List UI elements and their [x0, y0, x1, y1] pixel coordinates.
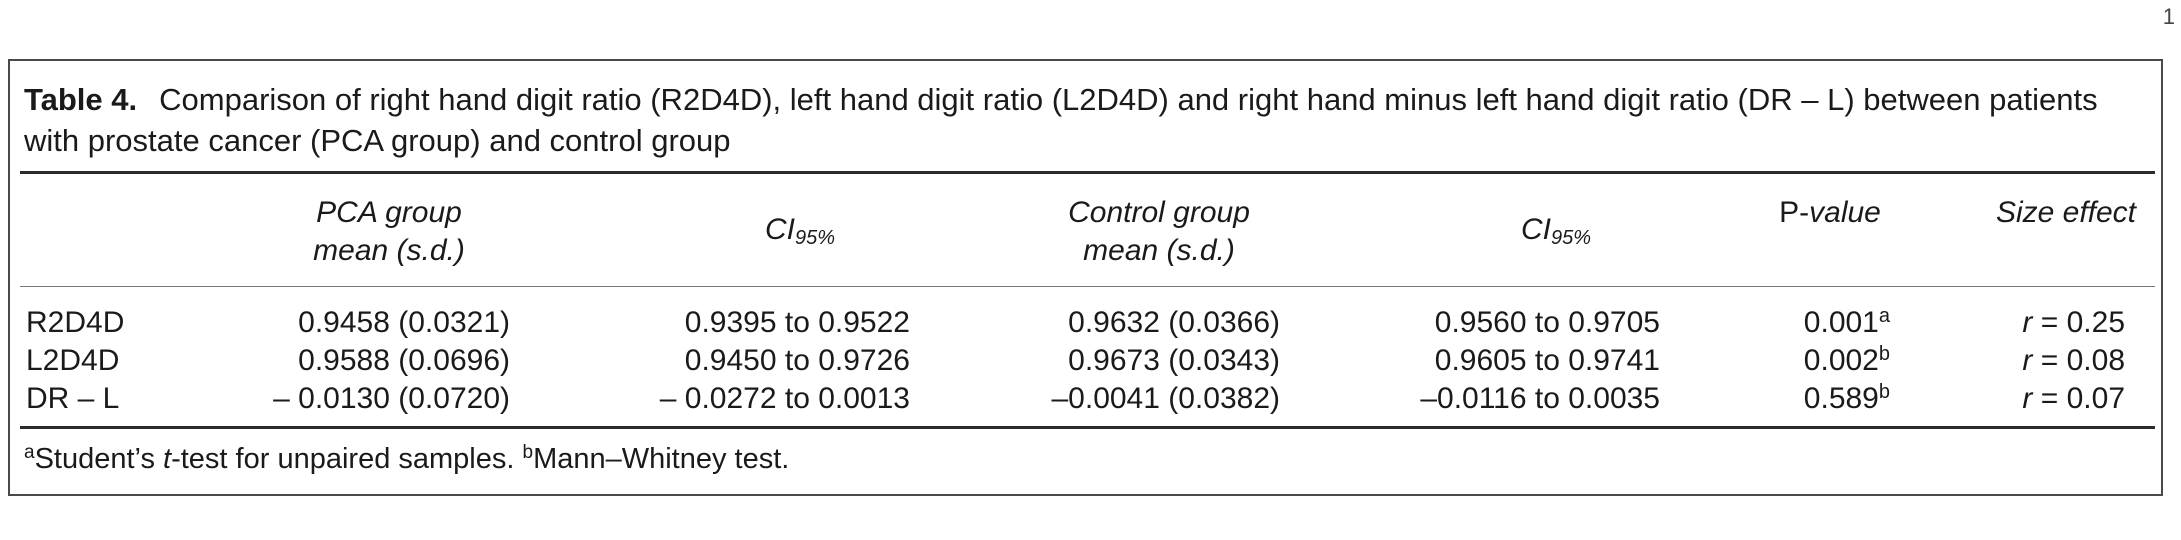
- p-value-mark: a: [1878, 305, 1890, 327]
- header-pca-group: PCA group mean (s.d.): [219, 194, 559, 270]
- cell-control-ci: 0.9605 to 0.9741: [1434, 344, 1660, 377]
- header-ci-sub: 95%: [794, 227, 836, 249]
- header-ci-sub-2: 95%: [1550, 227, 1592, 249]
- cell-p-value: 0.589b: [1730, 380, 1890, 418]
- size-effect-value: = 0.07: [2032, 382, 2125, 415]
- cell-pca-ci: 0.9395 to 0.9522: [684, 306, 910, 339]
- cell-pca-ci: 0.9450 to 0.9726: [684, 344, 910, 377]
- p-value-number: 0.589: [1803, 382, 1879, 415]
- header-p-value: P-value: [1730, 194, 1930, 232]
- header-control-group: Control group mean (s.d.): [989, 194, 1329, 270]
- p-value-number: 0.002: [1803, 344, 1879, 377]
- table-frame: Table 4. Comparison of right hand digit r…: [8, 59, 2163, 496]
- footnote-mark-a: a: [24, 442, 35, 463]
- cell-size-effect: r = 0.08: [1970, 342, 2125, 380]
- size-effect-symbol: r: [2022, 344, 2033, 377]
- header-size-effect: Size effect: [1995, 196, 2137, 229]
- header-pca-ci: CI95%: [650, 211, 950, 257]
- row-label: L2D4D: [26, 344, 120, 377]
- table-top-rule: [20, 171, 2155, 174]
- footnote-mark-b: b: [522, 442, 534, 463]
- cell-control-mean: –0.0041 (0.0382): [1051, 382, 1280, 415]
- table-caption: Table 4. Comparison of right hand digit r…: [24, 79, 2144, 161]
- cell-p-value: 0.002b: [1730, 342, 1890, 380]
- table-title: Comparison of right hand digit ratio (R2…: [24, 82, 2098, 158]
- p-value-mark: b: [1878, 381, 1890, 403]
- header-ci-base-2: CI: [1520, 213, 1551, 246]
- p-value-number: 0.001: [1803, 306, 1879, 339]
- cell-p-value: 0.001a: [1730, 304, 1890, 342]
- cell-control-mean: 0.9632 (0.0366): [1068, 306, 1280, 339]
- header-pca-line2: mean (s.d.): [313, 234, 465, 267]
- cell-pca-mean: 0.9458 (0.0321): [298, 306, 510, 339]
- size-effect-value: = 0.25: [2032, 306, 2125, 339]
- cell-size-effect: r = 0.25: [1970, 304, 2125, 342]
- table-footnote: aStudent’s t-test for unpaired samples. …: [24, 439, 789, 479]
- header-p-suffix: value: [1809, 196, 1881, 229]
- size-effect-symbol: r: [2022, 306, 2033, 339]
- cell-size-effect: r = 0.07: [1970, 380, 2125, 418]
- row-label: R2D4D: [26, 306, 125, 339]
- row-label: DR – L: [26, 382, 120, 415]
- cell-pca-mean: 0.9588 (0.0696): [298, 344, 510, 377]
- cell-pca-ci: – 0.0272 to 0.0013: [659, 382, 910, 415]
- p-value-mark: b: [1878, 343, 1890, 365]
- footnote-a-text-post: -test for unpaired samples.: [171, 443, 523, 475]
- header-control-ci: CI95%: [1406, 211, 1706, 257]
- cell-control-ci: 0.9560 to 0.9705: [1434, 306, 1660, 339]
- header-pca-line1: PCA group: [316, 196, 462, 229]
- footnote-b-text: Mann–Whitney test.: [533, 443, 790, 475]
- header-p-prefix: P-: [1779, 196, 1810, 229]
- cell-control-mean: 0.9673 (0.0343): [1068, 344, 1280, 377]
- cell-pca-mean: – 0.0130 (0.0720): [273, 382, 510, 415]
- table-label: Table 4.: [24, 82, 138, 117]
- page-corner-mark: 1: [2162, 4, 2175, 29]
- header-control-line2: mean (s.d.): [1083, 234, 1235, 267]
- size-effect-symbol: r: [2022, 382, 2033, 415]
- footnote-a-text-italic: t: [163, 443, 172, 475]
- table-bottom-rule: [20, 426, 2155, 429]
- table-header-rule: [20, 286, 2155, 287]
- header-control-line1: Control group: [1068, 196, 1250, 229]
- size-effect-value: = 0.08: [2032, 344, 2125, 377]
- footnote-a-text-pre: Student’s: [34, 443, 164, 475]
- cell-control-ci: –0.0116 to 0.0035: [1420, 382, 1660, 415]
- header-ci-base: CI: [764, 213, 795, 246]
